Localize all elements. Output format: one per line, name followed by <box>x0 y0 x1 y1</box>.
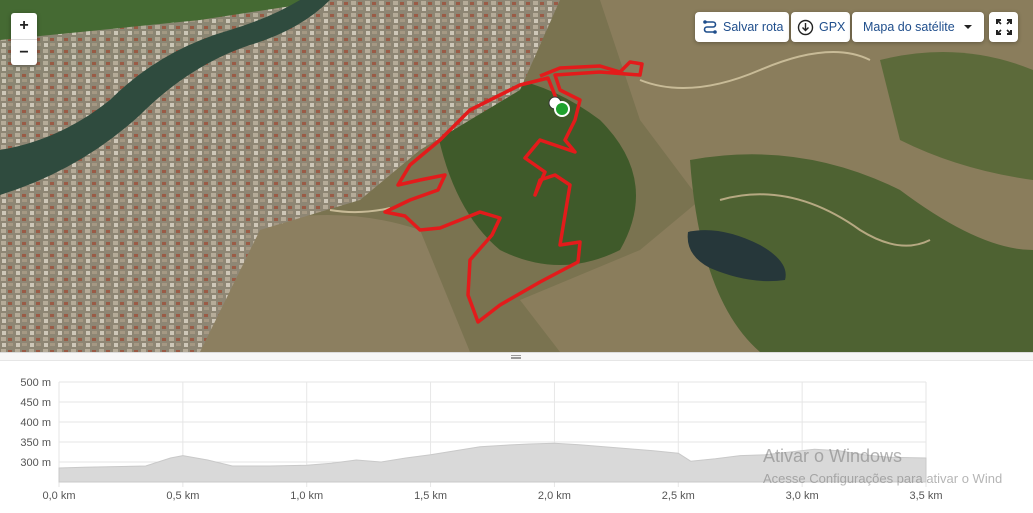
satellite-map[interactable]: + − Salvar rota GPX Mapa do satélite <box>0 0 1033 352</box>
x-axis: 0,0 km 0,5 km 1,0 km 1,5 km 2,0 km 2,5 km 3,0 … <box>42 490 942 502</box>
save-route-label: Salvar rota <box>723 20 784 34</box>
x-tick-label: 1,5 km <box>414 490 447 502</box>
elevation-area <box>58 442 927 483</box>
panel-resize-handle[interactable] <box>0 352 1033 361</box>
x-tick-label: 1,0 km <box>290 490 323 502</box>
y-tick-label: 450 m <box>20 397 51 409</box>
gpx-label: GPX <box>819 20 846 34</box>
y-tick-label: 400 m <box>20 417 51 429</box>
x-tick-label: 3,0 km <box>786 490 819 502</box>
satellite-imagery <box>0 0 1033 352</box>
route-icon <box>703 20 717 34</box>
x-tick-label: 0,0 km <box>42 490 75 502</box>
caret-down-icon <box>963 25 972 29</box>
elevation-profile-chart[interactable]: 500 m 450 m 400 m 350 m 300 m 0,0 km 0,5 km 1,… <box>0 361 1033 513</box>
y-tick-label: 500 m <box>20 377 51 389</box>
gpx-download-button[interactable]: GPX <box>791 12 850 42</box>
y-axis: 500 m 450 m 400 m 350 m 300 m <box>20 377 51 469</box>
drag-grip-icon <box>511 355 521 359</box>
x-tick-label: 2,5 km <box>662 490 695 502</box>
x-tick-label: 0,5 km <box>166 490 199 502</box>
save-route-button[interactable]: Salvar rota <box>695 12 789 42</box>
map-layer-dropdown[interactable]: Mapa do satélite <box>852 12 984 42</box>
zoom-out-button[interactable]: − <box>11 39 37 66</box>
fullscreen-icon <box>995 19 1012 35</box>
download-icon <box>797 19 814 35</box>
y-tick-label: 300 m <box>20 457 51 469</box>
y-tick-label: 350 m <box>20 437 51 449</box>
x-tick-label: 3,5 km <box>909 490 942 502</box>
zoom-in-button[interactable]: + <box>19 17 29 34</box>
map-layer-label: Mapa do satélite <box>863 20 955 34</box>
fullscreen-button[interactable] <box>989 12 1018 42</box>
zoom-control: + − <box>11 13 37 65</box>
x-tick-label: 2,0 km <box>538 490 571 502</box>
